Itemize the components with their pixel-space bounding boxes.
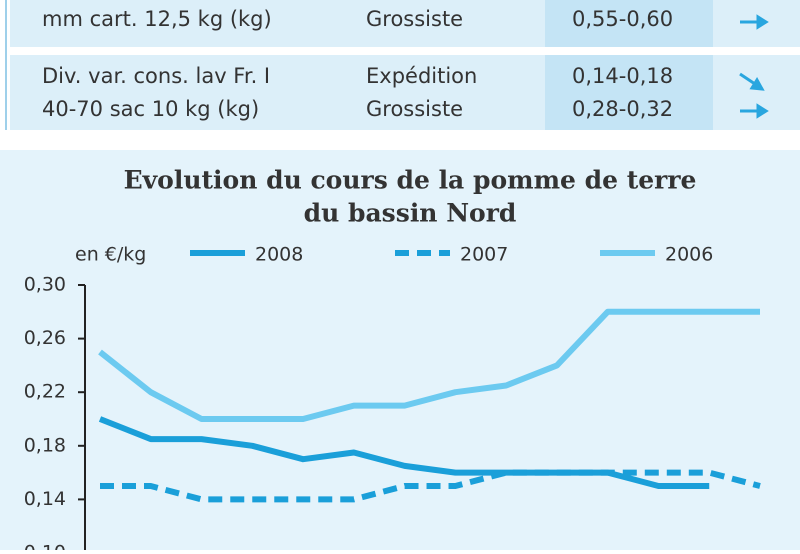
market: Grossiste: [366, 97, 463, 121]
series-line: [98, 308, 760, 422]
product: mm cart. 12,5 kg (kg): [42, 7, 272, 31]
y-axis-label: en €/kg: [75, 244, 146, 266]
price: 0,14-0,18: [572, 64, 673, 88]
trend-arrows: [739, 14, 769, 119]
y-tick-label: 0,14: [24, 488, 66, 510]
series-line: [100, 469, 761, 503]
legend-label: 2007: [460, 244, 508, 266]
y-tick-label: 0,30: [24, 274, 66, 296]
market: Grossiste: [366, 7, 463, 31]
chart-title: du bassin Nord: [304, 199, 517, 228]
y-tick-label: 0,26: [24, 327, 66, 349]
price: 0,28-0,32: [572, 97, 673, 121]
product: 40-70 sac 10 kg (kg): [42, 97, 259, 121]
price: 0,55-0,60: [572, 7, 673, 31]
y-tick-label: 0,10: [24, 542, 66, 551]
y-tick-label: 0,18: [24, 434, 66, 456]
market: Expédition: [366, 64, 477, 88]
y-tick-label: 0,22: [24, 381, 66, 403]
row-separator: [10, 47, 800, 55]
price-column: [545, 0, 713, 130]
legend-label: 2008: [255, 244, 303, 266]
product: Div. var. cons. lav Fr. I: [42, 64, 270, 88]
chart-title: Evolution du cours de la pomme de terre: [124, 166, 697, 195]
legend-label: 2006: [665, 244, 713, 266]
